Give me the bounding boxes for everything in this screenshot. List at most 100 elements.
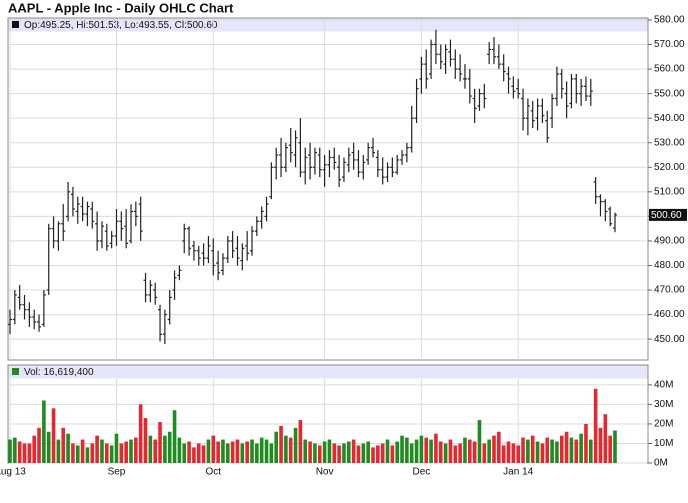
volume-bar — [95, 435, 99, 463]
legend-swatch — [12, 368, 19, 375]
volume-bar — [138, 404, 143, 463]
x-tick-label: Sep — [108, 467, 126, 478]
volume-bar — [414, 439, 419, 463]
volume-bar — [463, 437, 467, 463]
volume-bar — [380, 443, 385, 463]
volume-bar — [240, 443, 245, 463]
volume-bar — [303, 439, 308, 463]
volume-bar — [37, 427, 41, 463]
volume-bar — [574, 439, 579, 463]
volume-bar — [226, 443, 230, 463]
y-tick-label: 530.00 — [654, 137, 685, 148]
volume-bar — [317, 445, 322, 463]
volume-bar — [264, 439, 269, 463]
volume-bar — [448, 439, 453, 463]
volume-bar — [42, 400, 46, 463]
y-tick-label: 0M — [654, 458, 668, 469]
volume-bar — [385, 439, 390, 463]
volume-bar — [443, 443, 448, 463]
y-tick-label: 470.00 — [654, 285, 685, 296]
volume-bar — [419, 435, 424, 463]
volume-bar — [603, 414, 608, 463]
last-price-label: 500.60 — [651, 210, 682, 221]
volume-bar — [477, 420, 482, 463]
volume-bar — [376, 445, 380, 463]
volume-bar — [535, 441, 540, 463]
chart-title: AAPL - Apple Inc - Daily OHLC Chart — [8, 0, 234, 15]
volume-bar — [351, 439, 356, 463]
volume-bar — [526, 439, 530, 463]
volume-bar — [564, 431, 569, 463]
y-tick-label: 510.00 — [654, 186, 685, 197]
volume-bar — [211, 435, 216, 463]
volume-bar — [105, 443, 109, 463]
volume-bar — [259, 437, 264, 463]
volume-bar — [313, 443, 317, 463]
volume-bar — [46, 431, 51, 463]
volume-bar — [308, 441, 312, 463]
volume-bar — [284, 435, 288, 463]
volume-bar — [100, 439, 104, 463]
y-tick-label: 30M — [654, 399, 673, 410]
volume-bar — [66, 433, 70, 463]
volume-bar — [182, 443, 187, 463]
volume-bar — [371, 447, 375, 463]
volume-bar — [342, 443, 346, 463]
volume-bar — [584, 423, 588, 463]
x-tick-label: Oct — [205, 467, 221, 478]
volume-bar — [559, 435, 564, 463]
volume-bar — [80, 439, 85, 463]
x-tick-label: Jan 14 — [503, 467, 533, 478]
volume-bar — [429, 439, 433, 463]
volume-bar — [327, 439, 332, 463]
volume-bar — [530, 435, 535, 463]
volume-bar — [75, 445, 80, 463]
volume-bar — [119, 443, 124, 463]
volume-bar — [187, 441, 191, 463]
volume-bar — [322, 441, 327, 463]
y-tick-label: 40M — [654, 380, 673, 391]
volume-bar — [129, 439, 133, 463]
volume-bar — [109, 445, 114, 463]
legend-strip — [8, 365, 648, 379]
volume-bar — [409, 443, 414, 463]
volume-bar — [424, 437, 429, 463]
volume-bar — [153, 439, 157, 463]
volume-bar — [366, 441, 370, 463]
volume-bar — [274, 431, 278, 463]
volume-bar — [201, 445, 206, 463]
volume-bar — [545, 437, 550, 463]
volume-bar — [32, 435, 36, 463]
volume-bar — [293, 427, 298, 463]
volume-bar — [516, 445, 520, 463]
y-tick-label: 550.00 — [654, 88, 685, 99]
volume-bar — [221, 439, 225, 463]
volume-bar — [158, 421, 162, 463]
volume-bar — [163, 435, 167, 463]
volume-bar — [579, 433, 583, 463]
volume-bar — [22, 443, 27, 463]
volume-bar — [555, 441, 559, 463]
y-tick-label: 570.00 — [654, 39, 685, 50]
volume-bar — [230, 441, 235, 463]
legend-text: Vol: 16,619,400 — [24, 367, 94, 378]
x-tick-label: Dec — [413, 467, 431, 478]
volume-bar — [593, 388, 598, 463]
volume-bar — [279, 425, 283, 463]
volume-bar — [8, 439, 12, 463]
legend-swatch — [12, 21, 19, 28]
legend-text: Op:495.25, Hi:501.53, Lo:493.55, Cl:500.… — [24, 20, 218, 31]
volume-bar — [56, 439, 61, 463]
volume-bar — [492, 435, 496, 463]
volume-bar — [613, 430, 617, 463]
volume-bar — [196, 443, 201, 463]
volume-bar — [148, 435, 153, 463]
y-tick-label: 540.00 — [654, 113, 685, 124]
volume-bar — [356, 445, 361, 463]
volume-bar — [27, 443, 32, 463]
volume-bar — [482, 443, 487, 463]
volume-bar — [17, 441, 22, 463]
volume-bar — [172, 410, 177, 463]
x-tick-label: Nov — [316, 467, 334, 478]
